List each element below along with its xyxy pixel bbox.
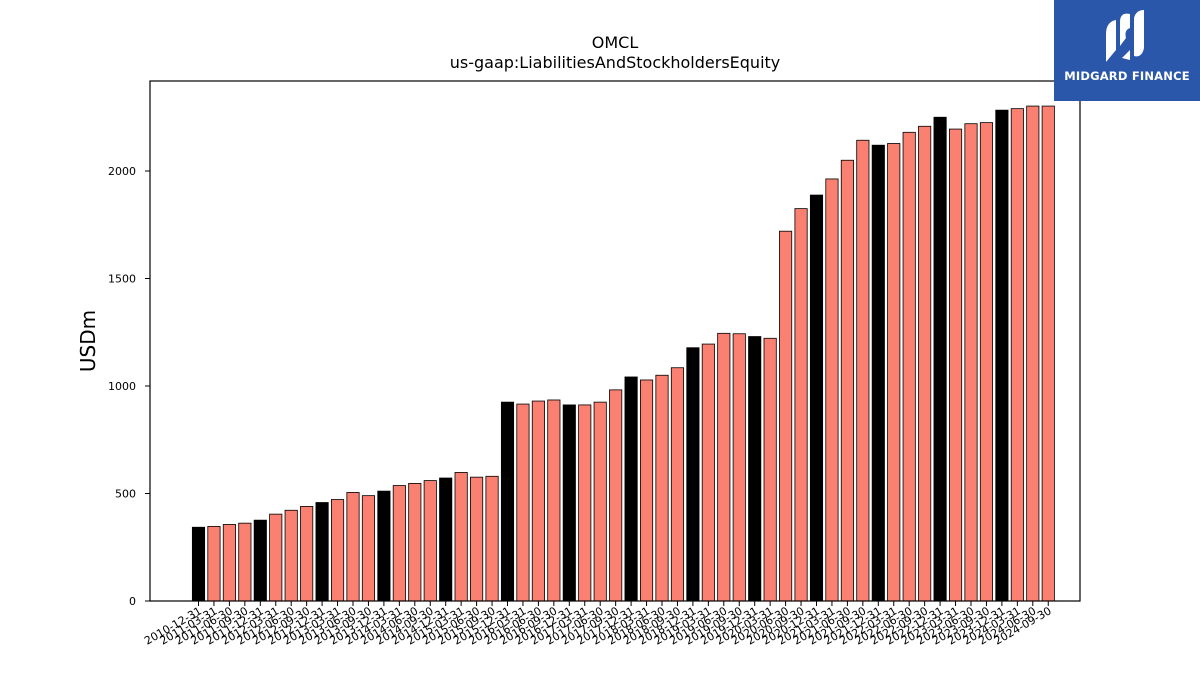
bar-2018-06-30 <box>655 374 669 602</box>
bar-2023-09-30 <box>979 122 993 602</box>
bar-2014-06-30 <box>408 482 422 602</box>
bar-2012-12-31 <box>315 502 329 602</box>
bar-2012-06-30 <box>284 509 298 602</box>
chart-subtitle: us-gaap:LiabilitiesAndStockholdersEquity <box>450 53 781 72</box>
y-tick-label: 1500 <box>108 273 136 286</box>
y-tick-label: 500 <box>115 488 136 501</box>
bar-2014-09-30 <box>423 480 437 602</box>
bar-2022-03-31 <box>887 143 901 602</box>
y-tick-label: 2000 <box>108 165 136 178</box>
bar-2023-12-31 <box>995 109 1009 602</box>
bar-2018-09-30 <box>670 367 684 602</box>
y-ticks-group: 0 500 1000 1500 2000 <box>108 165 150 608</box>
bar-2016-03-31 <box>516 403 530 602</box>
bar-2019-06-30 <box>717 332 731 602</box>
bar-2019-03-31 <box>701 343 715 602</box>
bars-group <box>191 105 1055 602</box>
bar-2015-06-30 <box>470 476 484 602</box>
bar-2018-12-31 <box>686 347 700 602</box>
bar-2020-12-31 <box>809 194 824 602</box>
bar-2021-12-31 <box>871 144 885 602</box>
x-ticks-group: 2010-12-312011-03-312011-06-302011-09-30… <box>142 601 1054 648</box>
midgard-finance-logo: MIDGARD FINANCE <box>1054 0 1200 101</box>
bar-2017-12-31 <box>624 376 638 602</box>
bar-2023-03-31 <box>949 128 963 602</box>
bar-2016-12-31 <box>562 404 576 602</box>
midgard-m-logo-icon <box>1106 10 1144 62</box>
bar-2016-06-30 <box>531 400 545 602</box>
y-axis-label: USDm <box>76 310 100 372</box>
bar-2019-09-30 <box>732 333 746 602</box>
bar-2022-06-30 <box>902 131 916 602</box>
bar-2021-09-30 <box>856 139 870 602</box>
plot-frame <box>149 80 1081 602</box>
bar-2010-12-31 <box>191 526 206 602</box>
bar-2016-09-30 <box>547 399 561 602</box>
bar-2020-06-30 <box>779 230 793 602</box>
chart-title: OMCL <box>592 33 639 52</box>
bar-2017-06-30 <box>593 401 607 602</box>
bar-2020-03-31 <box>763 337 777 602</box>
bar-2024-03-31 <box>1010 108 1024 602</box>
y-tick-label: 1000 <box>108 380 136 393</box>
bar-2013-09-30 <box>361 495 375 602</box>
bar-2012-03-31 <box>269 513 283 602</box>
y-tick-label: 0 <box>129 595 136 608</box>
bar-2017-03-31 <box>578 404 592 602</box>
bar-2024-06-30 <box>1026 105 1040 602</box>
bar-2021-06-30 <box>840 159 854 602</box>
brand-name: MIDGARD FINANCE <box>1064 69 1190 83</box>
bar-2013-12-31 <box>377 490 391 602</box>
bar-2011-03-31 <box>207 525 221 602</box>
bar-2022-09-30 <box>918 125 932 602</box>
bar-2022-12-31 <box>933 116 947 602</box>
bar-2013-06-30 <box>346 492 360 602</box>
bar-2017-09-30 <box>609 389 623 602</box>
bar-2024-09-30 <box>1041 105 1055 602</box>
bar-2019-12-31 <box>748 336 762 602</box>
bar-2021-03-31 <box>825 178 839 602</box>
bar-2015-12-31 <box>500 401 515 602</box>
bar-2023-06-30 <box>964 123 978 602</box>
bar-2015-03-31 <box>454 472 468 602</box>
bar-2020-09-30 <box>794 208 808 602</box>
bar-2014-03-31 <box>392 485 406 602</box>
bar-2011-12-31 <box>253 519 267 602</box>
bar-2013-03-31 <box>330 499 345 602</box>
bar-2018-03-31 <box>640 379 654 602</box>
bar-2014-12-31 <box>439 477 453 602</box>
bar-2012-09-30 <box>300 505 314 602</box>
bar-2011-06-30 <box>222 524 236 602</box>
bar-2015-09-30 <box>485 475 499 602</box>
bar-2011-09-30 <box>238 522 252 602</box>
